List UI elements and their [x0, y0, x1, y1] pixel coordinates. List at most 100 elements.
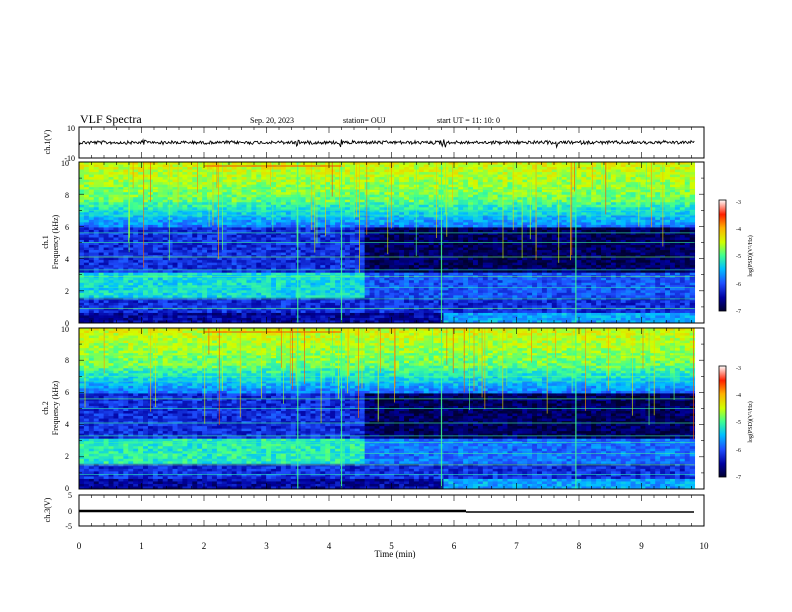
- spectrogram-cell: [276, 317, 282, 321]
- spectrogram-cell: [152, 275, 159, 279]
- spectrogram-cell: [79, 237, 85, 241]
- spectrogram-cell: [157, 277, 164, 281]
- spectrogram-cell: [98, 265, 105, 269]
- spectrogram-cell: [453, 184, 459, 188]
- spectrogram-cell: [276, 242, 282, 246]
- spectrogram-cell: [187, 255, 193, 258]
- spectrogram-cell: [280, 169, 287, 173]
- spectrogram-cell: [276, 310, 282, 314]
- spectrogram-cell: [349, 219, 356, 223]
- spectrogram-cell: [389, 277, 395, 281]
- spectrogram-cell: [246, 275, 252, 279]
- spectrogram-cell: [133, 285, 139, 289]
- spectrogram-cell: [340, 239, 346, 243]
- spectrogram-cell: [295, 202, 302, 206]
- spectrogram-cell: [83, 315, 90, 319]
- spectrogram-cell: [290, 297, 297, 301]
- spectrogram-cell: [413, 270, 420, 274]
- spectrogram-cell: [172, 242, 178, 246]
- spectrogram-cell: [123, 192, 129, 196]
- spectrogram-cell: [172, 229, 178, 233]
- spectrogram-cell: [143, 310, 149, 314]
- spectrogram-cell: [369, 227, 375, 231]
- spectrogram-cell: [340, 302, 346, 306]
- spectrogram-cell: [231, 300, 237, 304]
- spectrogram-cell: [108, 317, 114, 321]
- spectrogram-cell: [157, 222, 164, 226]
- spectrogram-cell: [418, 290, 425, 294]
- spectrogram-cell: [123, 280, 129, 284]
- spectrogram-cell: [271, 310, 277, 314]
- spectrogram-cell: [108, 285, 114, 289]
- spectrogram-cell: [354, 317, 361, 321]
- spectrogram-cell: [305, 315, 311, 319]
- spectrogram-cell: [266, 179, 272, 183]
- spectrogram-cell: [256, 317, 262, 321]
- spectrogram-cell: [172, 305, 178, 309]
- spectrogram-cell: [448, 280, 454, 284]
- spectrogram-cell: [138, 167, 144, 170]
- spectrogram-cell: [103, 297, 109, 301]
- spectrogram-cell: [330, 192, 336, 196]
- spectrogram-cell: [192, 212, 198, 216]
- spectrogram-cell: [315, 237, 321, 241]
- spectrogram-cell: [197, 257, 203, 261]
- spectrogram-cell: [290, 282, 297, 286]
- spectrogram-cell: [315, 315, 321, 319]
- spectrogram-cell: [177, 270, 183, 274]
- spectrogram-cell: [143, 262, 149, 266]
- spectrogram-cell: [256, 217, 262, 221]
- spectrogram-cell: [256, 290, 262, 294]
- spectrogram-cell: [162, 245, 169, 248]
- spectrogram-cell: [359, 197, 366, 201]
- spectrogram-cell: [103, 285, 109, 289]
- spectrogram-cell: [202, 212, 208, 216]
- spectrogram-cell: [344, 209, 351, 213]
- spectrogram-cell: [433, 280, 439, 284]
- spectrogram-cell: [320, 295, 326, 299]
- spectrogram-cell: [256, 287, 262, 291]
- spectrogram-cell: [226, 184, 233, 188]
- spectrogram-cell: [207, 300, 213, 304]
- spectrogram-cell: [256, 275, 262, 279]
- spectrogram-cell: [330, 212, 336, 216]
- spectrogram-cell: [433, 297, 439, 301]
- spectrogram-cell: [453, 202, 459, 206]
- spectrogram-cell: [369, 310, 375, 314]
- spectrogram-cell: [394, 202, 400, 206]
- spectrogram-cell: [152, 207, 159, 211]
- spectrogram-cell: [157, 270, 164, 274]
- spectrogram-cell: [443, 282, 449, 286]
- spectrogram-cell: [280, 315, 287, 319]
- spectrogram-cell: [162, 227, 169, 231]
- spectrogram-cell: [408, 232, 415, 236]
- spectrogram-cell: [276, 214, 282, 218]
- spectrogram-cell: [108, 169, 114, 173]
- spectrogram-cell: [359, 272, 366, 276]
- spectrogram-cell: [192, 172, 198, 175]
- spectrogram-cell: [157, 224, 164, 228]
- spectrogram-cell: [103, 257, 109, 261]
- spectrogram-cell: [157, 312, 164, 316]
- spectrogram-cell: [226, 172, 233, 175]
- spectrogram-cell: [369, 300, 375, 304]
- spectrogram-cell: [300, 242, 306, 246]
- spectrogram-cell: [202, 300, 208, 304]
- spectrogram-cell: [83, 182, 90, 186]
- spectrogram-cell: [276, 209, 282, 213]
- spectrogram-cell: [162, 237, 169, 241]
- spectrogram-cell: [216, 255, 223, 258]
- spectrogram-cell: [128, 177, 134, 181]
- spectrogram-cell: [128, 302, 134, 306]
- spectrogram-cell: [236, 187, 242, 191]
- spectrogram-cell: [428, 169, 435, 173]
- spectrogram-cell: [192, 204, 198, 208]
- spectrogram-cell: [379, 307, 385, 311]
- spectrogram-cell: [271, 177, 277, 181]
- spectrogram-cell: [374, 192, 380, 196]
- spectrogram-cell: [192, 177, 198, 181]
- spectrogram-cell: [162, 217, 169, 221]
- spectrogram-cell: [354, 169, 361, 173]
- spectrogram-cell: [295, 302, 302, 306]
- spectrogram-cell: [83, 164, 90, 168]
